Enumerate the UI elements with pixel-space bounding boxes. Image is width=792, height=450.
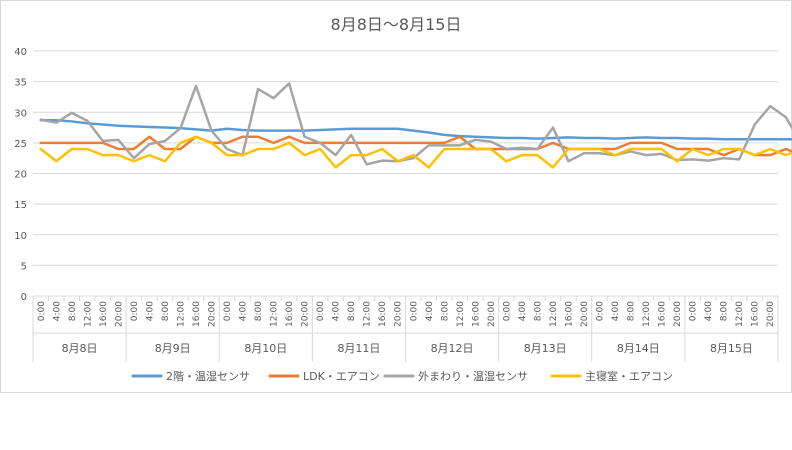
y-tick-label: 10 <box>14 231 27 242</box>
x-tick-label: 0:00 <box>316 301 326 321</box>
x-tick-label: 20:00 <box>487 301 497 327</box>
x-tick-label: 4:00 <box>611 301 621 321</box>
x-tick-label: 0:00 <box>689 301 699 321</box>
y-tick-label: 30 <box>14 108 27 119</box>
legend-label-1: 2階・温湿センサ <box>166 369 250 383</box>
y-tick-label: 0 <box>21 292 27 303</box>
x-day-label: 8月15日 <box>710 342 753 355</box>
x-day-label: 8月11日 <box>337 342 380 355</box>
y-tick-label: 25 <box>14 139 27 150</box>
x-tick-label: 4:00 <box>425 301 435 321</box>
x-tick-label: 4:00 <box>239 301 249 321</box>
x-tick-label: 12:00 <box>83 301 93 327</box>
x-tick-label: 12:00 <box>549 301 559 327</box>
chart-title: 8月8日～8月15日 <box>331 15 462 34</box>
series-lines <box>39 82 792 169</box>
x-tick-label: 16:00 <box>192 301 202 327</box>
x-day-label: 8月12日 <box>431 342 474 355</box>
series-line-1 <box>39 118 792 141</box>
x-tick-label: 20:00 <box>673 301 683 327</box>
x-tick-label: 16:00 <box>751 301 761 327</box>
x-tick-label: 4:00 <box>518 301 528 321</box>
x-tick-label: 0:00 <box>130 301 140 321</box>
legend-label-2: LDK・エアコン <box>303 370 380 383</box>
x-tick-label: 12:00 <box>735 301 745 327</box>
x-tick-label: 20:00 <box>394 301 404 327</box>
x-day-label: 8月13日 <box>524 342 567 355</box>
x-tick-label: 16:00 <box>564 301 574 327</box>
x-tick-label: 4:00 <box>145 301 155 321</box>
x-tick-label: 20:00 <box>207 301 217 327</box>
series-line-4 <box>39 135 792 169</box>
x-tick-label: 0:00 <box>502 301 512 321</box>
y-tick-label: 5 <box>21 261 27 272</box>
x-day-label: 8月10日 <box>244 342 287 355</box>
x-tick-label: 4:00 <box>52 301 62 321</box>
x-tick-label: 8:00 <box>440 301 450 321</box>
x-day-label: 8月14日 <box>617 342 660 355</box>
y-axis: 0 5 10 15 20 25 30 35 40 <box>14 47 27 303</box>
x-tick-label: 8:00 <box>627 301 637 321</box>
x-tick-label: 12:00 <box>176 301 186 327</box>
x-tick-label: 8:00 <box>347 301 357 321</box>
x-tick-label: 16:00 <box>378 301 388 327</box>
x-tick-label: 0:00 <box>596 301 606 321</box>
x-tick-label: 4:00 <box>332 301 342 321</box>
legend-label-4: 主寝室・エアコン <box>585 369 673 383</box>
x-tick-label: 16:00 <box>99 301 109 327</box>
x-tick-label: 4:00 <box>704 301 714 321</box>
x-tick-label: 0:00 <box>37 301 47 321</box>
x-tick-label: 8:00 <box>254 301 264 321</box>
y-tick-label: 35 <box>14 78 27 89</box>
x-tick-label: 8:00 <box>720 301 730 321</box>
x-tick-label: 20:00 <box>301 301 311 327</box>
x-tick-label: 12:00 <box>642 301 652 327</box>
x-tick-label: 16:00 <box>285 301 295 327</box>
x-tick-label: 8:00 <box>533 301 543 321</box>
x-tick-label: 12:00 <box>270 301 280 327</box>
x-tick-label: 16:00 <box>471 301 481 327</box>
x-tick-label: 20:00 <box>766 301 776 327</box>
x-day-label: 8月8日 <box>62 342 98 355</box>
y-tick-label: 15 <box>14 200 27 211</box>
x-tick-label: 12:00 <box>456 301 466 327</box>
legend: 2階・温湿センサ LDK・エアコン 外まわり・温湿センサ 主寝室・エアコン <box>131 369 673 383</box>
legend-label-3: 外まわり・温湿センサ <box>418 370 528 383</box>
x-tick-label: 0:00 <box>223 301 233 321</box>
y-tick-label: 20 <box>14 170 27 181</box>
x-tick-label: 8:00 <box>161 301 171 321</box>
x-tick-label: 20:00 <box>580 301 590 327</box>
x-axis: 0:00 4:00 8:00 12:00 16:00 20:00 0:00 4:00 8:00 1… <box>32 296 779 362</box>
x-tick-label: 8:00 <box>68 301 78 321</box>
x-tick-label: 20:00 <box>114 301 124 327</box>
x-tick-label: 0:00 <box>409 301 419 321</box>
x-tick-label: 16:00 <box>658 301 668 327</box>
x-day-label: 8月9日 <box>155 342 191 355</box>
x-tick-label: 12:00 <box>363 301 373 327</box>
y-tick-label: 40 <box>14 47 27 58</box>
